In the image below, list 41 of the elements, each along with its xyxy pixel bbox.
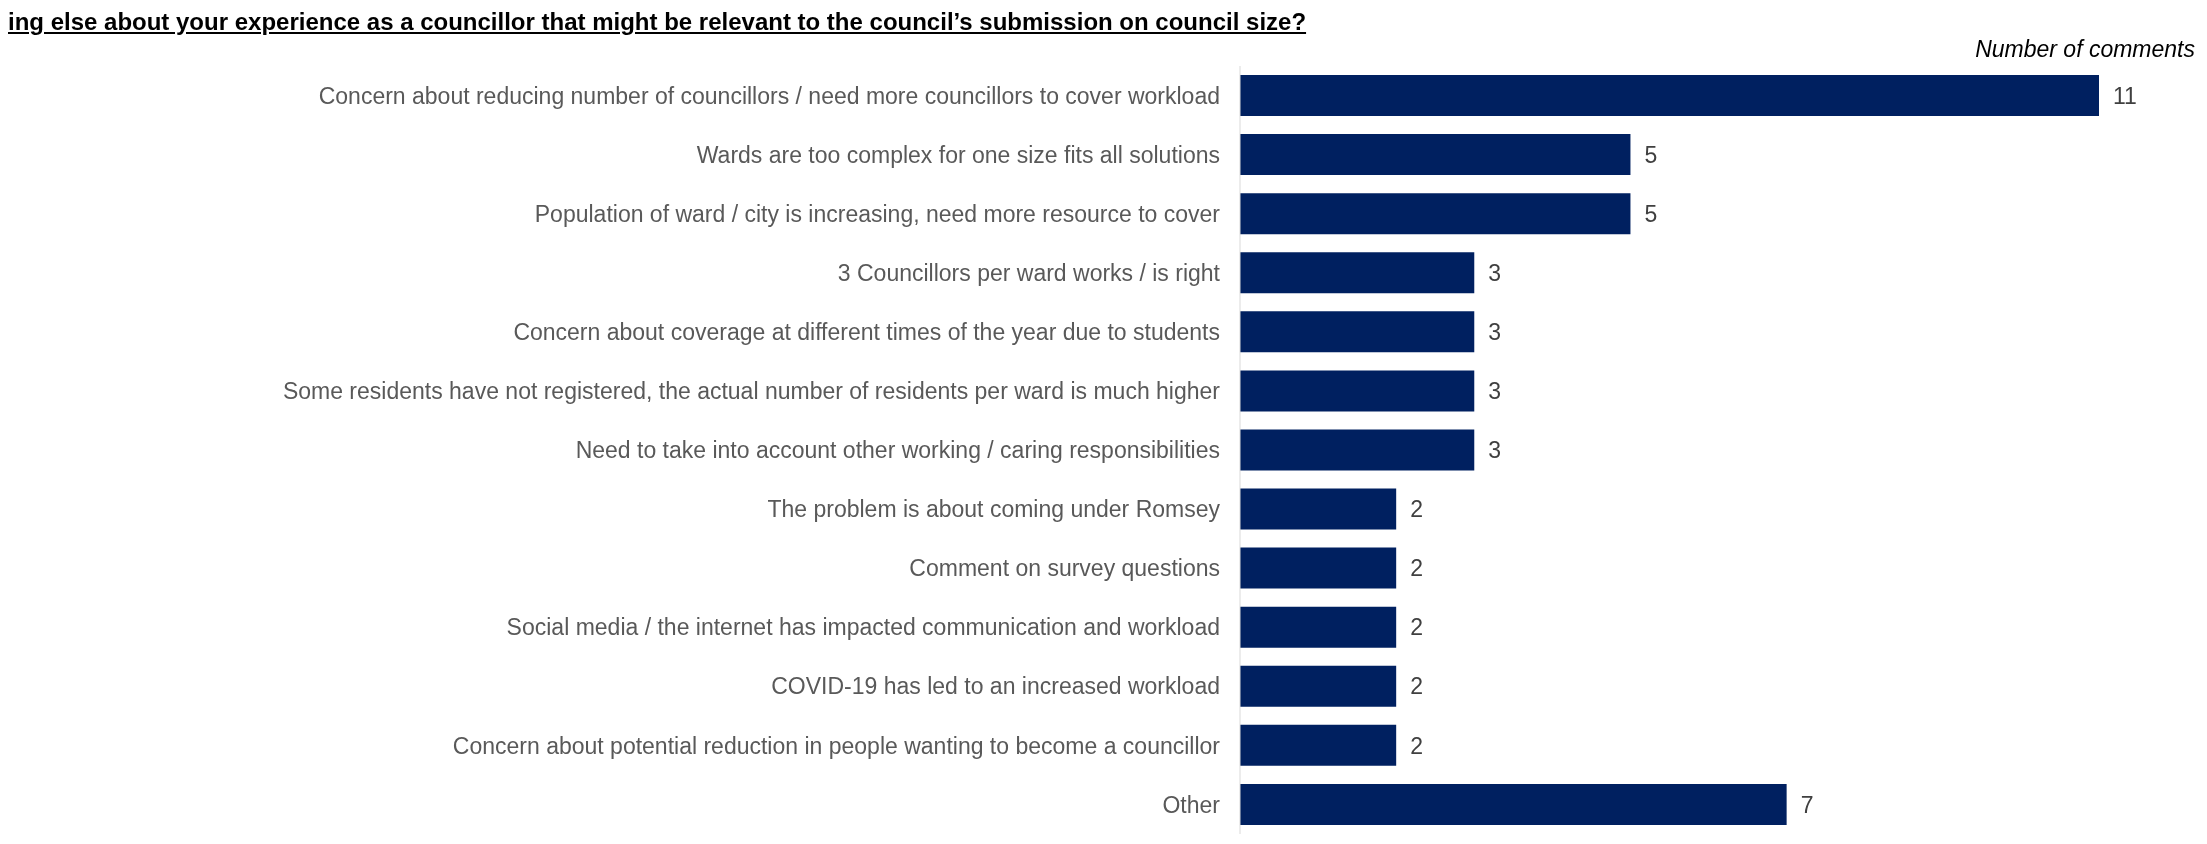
data-label: 11: [2113, 82, 2137, 109]
y-tick-label: 3 Councillors per ward works / is right: [837, 259, 1221, 286]
bar: [1240, 311, 1475, 353]
y-tick-label: COVID-19 has led to an increased workload: [771, 673, 1220, 700]
data-label: 5: [1644, 200, 1658, 227]
y-tick-label: Some residents have not registered, the actual number of residents per ward is much higher: [282, 378, 1221, 405]
bar: [1240, 429, 1475, 471]
y-tick-label: Wards are too complex for one size fits all solutions: [696, 141, 1220, 168]
y-tick-label: The problem is about coming under Romsey: [767, 496, 1221, 523]
data-label: 3: [1488, 318, 1502, 345]
bar: [1240, 75, 2099, 116]
bar: [1240, 606, 1397, 648]
data-label: 3: [1488, 259, 1502, 286]
bar: [1240, 665, 1397, 707]
bar: [1240, 724, 1397, 766]
data-label: 2: [1410, 614, 1423, 641]
bar: [1240, 252, 1475, 294]
y-tick-label: Concern about reducing number of councillors / need more councillors to cover workload: [318, 82, 1220, 109]
y-tick-label: Other: [1162, 791, 1221, 818]
data-label: 7: [1800, 791, 1814, 818]
y-tick-label: Population of ward / city is increasing, need more resource to cover: [534, 200, 1221, 227]
data-label: 2: [1410, 496, 1423, 523]
data-label: 2: [1410, 673, 1423, 700]
bar: [1240, 547, 1397, 589]
y-tick-label: Concern about potential reduction in people wanting to become a councillor: [452, 732, 1221, 759]
data-label: 3: [1488, 437, 1502, 464]
bar: [1240, 134, 1631, 176]
bar: [1240, 783, 1787, 825]
y-tick-label: Need to take into account other working / caring responsibilities: [575, 437, 1220, 464]
y-tick-label: Social media / the internet has impacted communication and workload: [506, 614, 1220, 641]
data-label: 2: [1410, 555, 1423, 582]
y-tick-label: Comment on survey questions: [909, 555, 1220, 582]
y-tick-label: Concern about coverage at different times of the year due to students: [513, 319, 1220, 346]
text: ing else about your experience as a councillor that might be relevant to the council’s submission on council size?: [8, 8, 1307, 36]
x-axis-title: Number of comments: [1975, 36, 2195, 63]
bar: [1240, 488, 1397, 530]
data-label: 2: [1410, 732, 1423, 759]
data-label: 3: [1488, 378, 1502, 405]
bar: [1240, 193, 1631, 235]
data-label: 5: [1644, 141, 1658, 168]
bar: [1240, 370, 1475, 412]
